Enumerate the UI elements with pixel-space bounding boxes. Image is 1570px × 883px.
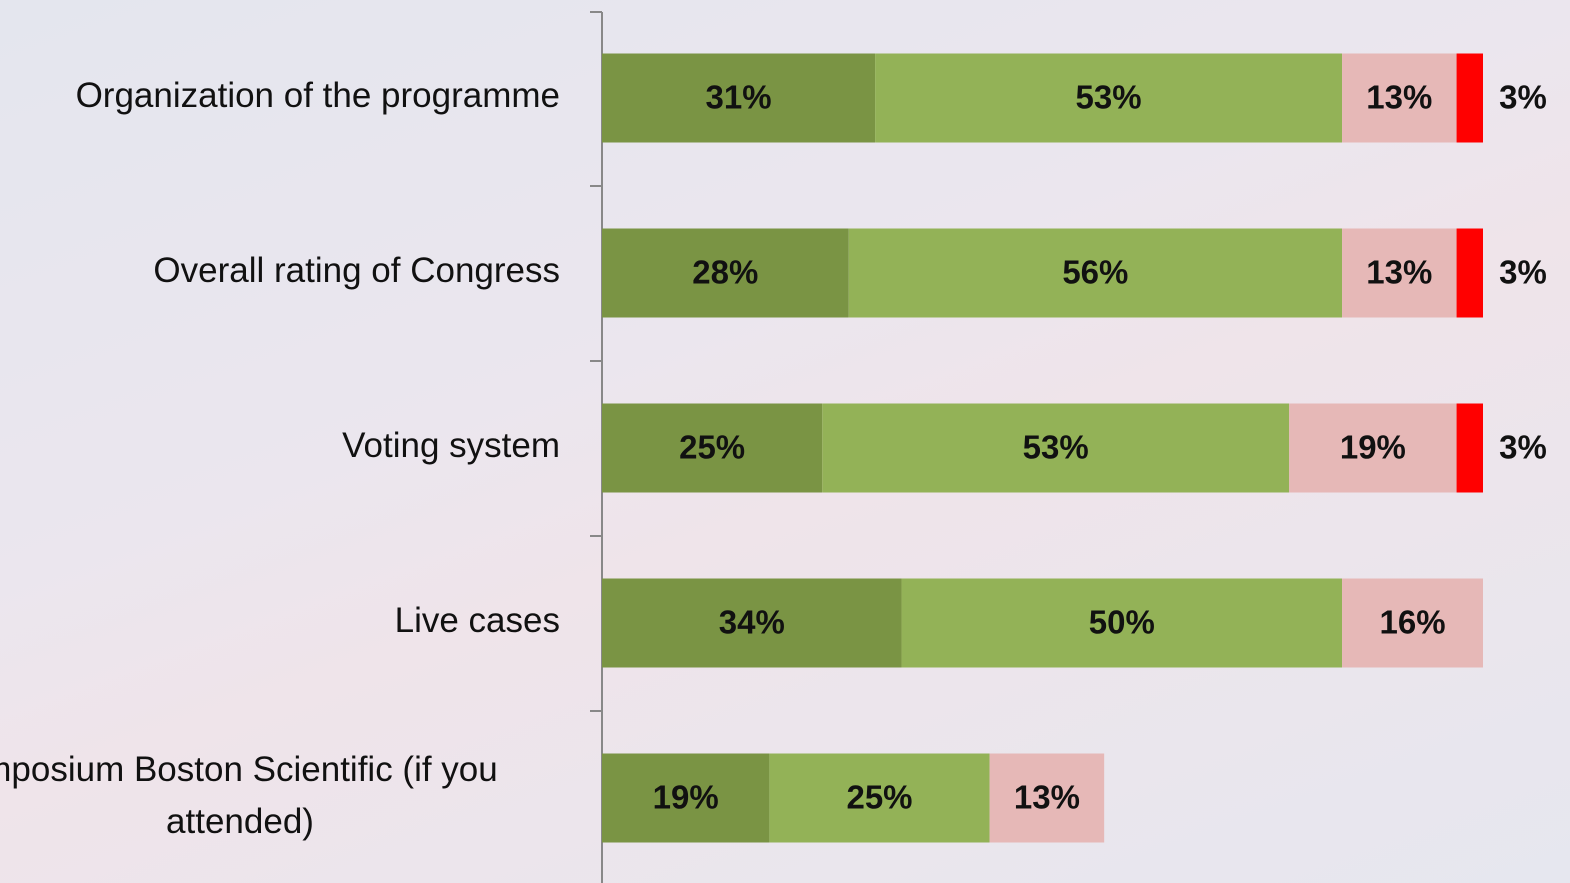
value-label: 13% [1366, 254, 1432, 291]
bar-segment [602, 228, 849, 318]
bar-segment [989, 753, 1105, 843]
value-label: 19% [1340, 429, 1406, 466]
bar-segment [769, 753, 990, 843]
bar-segment [602, 578, 902, 668]
category-label: Live cases [394, 601, 560, 640]
bar-segment [602, 403, 823, 493]
category-label: mposium Boston Scientific (if you attend… [0, 750, 498, 841]
value-label: 31% [706, 79, 772, 116]
bar-segment [875, 53, 1343, 143]
value-label: 13% [1014, 779, 1080, 816]
value-label: 53% [1023, 429, 1089, 466]
value-label: 25% [679, 429, 745, 466]
value-label: 56% [1062, 254, 1128, 291]
category-label: Organization of the programme [75, 76, 560, 115]
value-label: 53% [1076, 79, 1142, 116]
value-label: 3% [1499, 254, 1547, 291]
value-label: 13% [1366, 79, 1432, 116]
bar-segment [1342, 228, 1457, 318]
axis [590, 11, 603, 883]
value-label: 3% [1499, 79, 1547, 116]
bar-segment [848, 228, 1343, 318]
category-label: Overall rating of Congress [153, 251, 560, 290]
bar-segment [1456, 53, 1483, 143]
bar-segment [602, 53, 876, 143]
value-label: 19% [653, 779, 719, 816]
bar-segment [822, 403, 1290, 493]
bar-segment [1289, 403, 1457, 493]
bar-segment [1456, 228, 1483, 318]
bar-segment [901, 578, 1343, 668]
value-label: 34% [719, 604, 785, 641]
value-label: 25% [846, 779, 912, 816]
bar-segment [1342, 578, 1483, 668]
value-label: 28% [692, 254, 758, 291]
bar-segment [1342, 53, 1457, 143]
bar-segment [1456, 403, 1483, 493]
value-label: 3% [1499, 429, 1547, 466]
value-label: 50% [1089, 604, 1155, 641]
bar-segment [602, 753, 770, 843]
category-label: Voting system [342, 426, 560, 465]
value-label: 16% [1379, 604, 1445, 641]
